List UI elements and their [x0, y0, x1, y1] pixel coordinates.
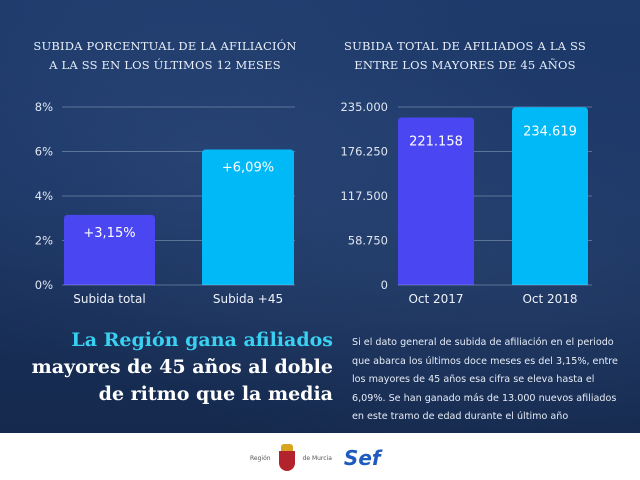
bar	[398, 117, 474, 285]
headline-line: mayores de 45 años al doble	[31, 356, 333, 378]
headline-line: de ritmo que la media	[98, 383, 333, 405]
bar	[512, 107, 588, 285]
headline: La Región gana afiliados mayores de 45 a…	[32, 327, 333, 408]
paragraph-line: en este tramo de edad durante el último …	[352, 411, 569, 422]
sef-logo: Sef	[343, 446, 381, 470]
headline-line: La Región gana afiliados	[71, 329, 333, 351]
chart2-title: SUBIDA TOTAL DE AFILIADOS A LA SS ENTRE …	[325, 37, 605, 75]
data-label: +6,09%	[222, 160, 274, 175]
data-label: +3,15%	[83, 226, 135, 241]
logos: Región de Murcia Sef	[250, 443, 381, 473]
region-murcia-logo-text: Región	[250, 454, 271, 462]
y-tick-label: 4%	[35, 189, 53, 203]
paragraph-line: los mayores de 45 años esa cifra se elev…	[352, 374, 595, 385]
coat-of-arms-icon	[277, 444, 297, 472]
y-tick-label: 8%	[35, 100, 53, 114]
x-category-label: Oct 2017	[408, 292, 463, 306]
y-tick-label: 0%	[35, 278, 53, 292]
paragraph-line: 6,09%. Se han ganado más de 13.000 nuevo…	[352, 392, 617, 404]
paragraph-line: que abarca los últimos doce meses es del…	[352, 355, 618, 367]
y-tick-label: 176.250	[340, 145, 388, 159]
chart2-title-line: ENTRE LOS MAYORES DE 45 AÑOS	[354, 58, 576, 72]
x-category-label: Oct 2018	[522, 292, 577, 306]
x-category-label: Subida total	[73, 292, 145, 306]
chart1-title-line: SUBIDA PORCENTUAL DE LA AFILIACIÓN	[33, 39, 297, 53]
y-tick-label: 2%	[35, 234, 53, 248]
y-tick-label: 6%	[35, 145, 53, 159]
chart1-title-line: A LA SS EN LOS ÚLTIMOS 12 MESES	[49, 58, 281, 72]
description-paragraph: Si el dato general de subida de afiliaci…	[352, 334, 637, 427]
bar	[202, 149, 294, 285]
chart1-title: SUBIDA PORCENTUAL DE LA AFILIACIÓN A LA …	[20, 37, 310, 75]
y-tick-label: 117.500	[340, 189, 388, 203]
y-tick-label: 58.750	[348, 234, 388, 248]
data-label: 234.619	[523, 124, 577, 139]
paragraph-line: Si el dato general de subida de afiliaci…	[352, 337, 614, 348]
chart2-title-line: SUBIDA TOTAL DE AFILIADOS A LA SS	[344, 39, 586, 53]
region-murcia-logo-text: de Murcia	[302, 454, 332, 462]
x-category-label: Subida +45	[213, 292, 283, 306]
y-tick-label: 0	[381, 278, 388, 292]
data-label: 221.158	[409, 134, 463, 149]
y-tick-label: 235.000	[340, 100, 388, 114]
bar	[64, 214, 155, 285]
charts: 0% 2% 4% 6% 8% +3,15% Subida total +6,09% Subida…	[35, 100, 592, 306]
